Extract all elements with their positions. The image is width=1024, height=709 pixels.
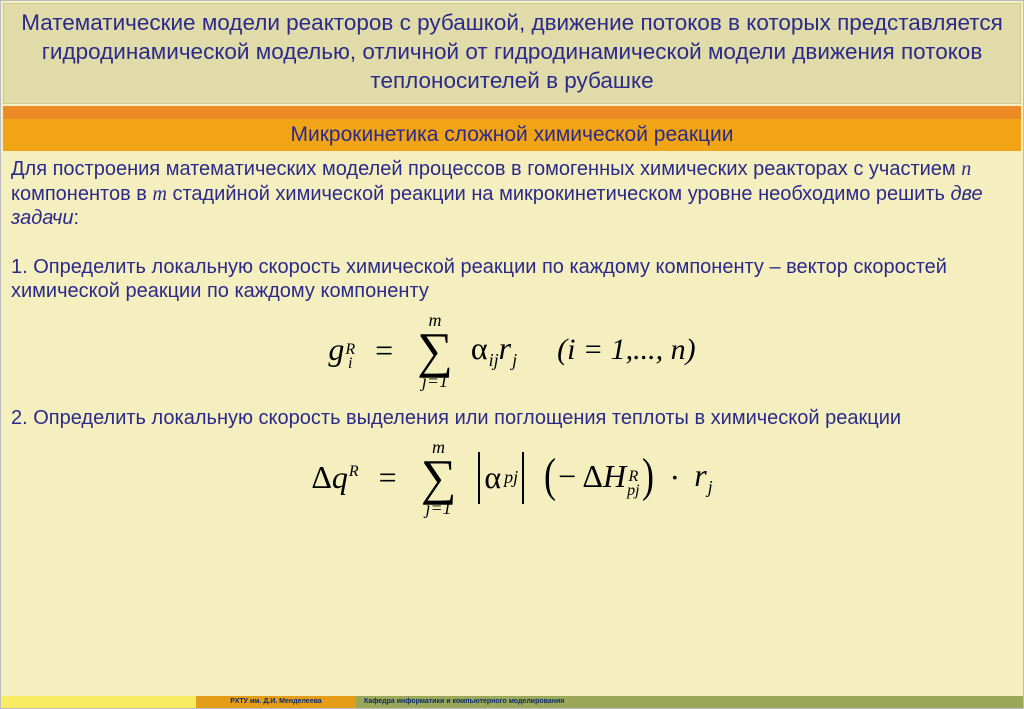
spacer xyxy=(11,239,1013,247)
summation-icon: m ∑ j=1 xyxy=(421,438,457,517)
f2-H-supsub: Rpj xyxy=(627,470,639,499)
intro-text-1: Для построения математических моделей пр… xyxy=(11,158,961,180)
divider-bar xyxy=(3,106,1021,119)
f2-H-sub: pj xyxy=(627,484,639,498)
f2-r: r xyxy=(694,457,706,493)
f1-alpha-sub: ij xyxy=(489,350,499,370)
footer: РХТУ им. Д.И. Менделеева Кафедра информа… xyxy=(1,696,1023,708)
var-m: m xyxy=(152,183,166,205)
f2-H: H xyxy=(603,458,626,494)
f2-q: q xyxy=(332,459,348,495)
footer-org: РХТУ им. Д.И. Менделеева xyxy=(196,696,356,708)
intro-text-3: стадийной химической реакции на микрокин… xyxy=(167,183,951,205)
f2-r-term: rj xyxy=(694,456,712,499)
paren-open-icon: ( xyxy=(544,462,556,491)
intro-text-2: компонентов в xyxy=(11,183,152,205)
f2-alpha: α xyxy=(484,458,501,497)
f1-supsub: Ri xyxy=(345,343,355,372)
f1-term: αijrj xyxy=(471,329,517,372)
f2-delta2: Δ xyxy=(582,458,603,494)
summation-icon: m ∑ j=1 xyxy=(417,311,453,390)
sigma-icon: ∑ xyxy=(417,329,453,372)
slide-subtitle: Микрокинетика сложной химической реакции xyxy=(3,119,1021,151)
f2-q-sup: R xyxy=(349,465,359,479)
footer-dept: Кафедра информатики и компьютерного моде… xyxy=(356,696,1023,708)
f2-alpha-sub: pj xyxy=(504,467,518,489)
f2-delta: Δ xyxy=(311,459,332,495)
footer-yellow xyxy=(1,696,196,708)
intro-colon: : xyxy=(74,207,80,229)
equals-icon: = xyxy=(369,331,399,370)
f2-r-sub: j xyxy=(708,477,713,497)
f2-paren-group: (− ΔHRpj) xyxy=(542,457,655,499)
task-2: 2. Определить локальную скорость выделен… xyxy=(11,406,1013,430)
paren-close-icon: ) xyxy=(642,462,654,491)
f1-r: r xyxy=(499,330,511,366)
f2-dot: · xyxy=(670,458,681,497)
task-1: 1. Определить локальную скорость химичес… xyxy=(11,255,1013,304)
abs-icon: αpj xyxy=(474,452,528,504)
f1-range: (i = 1,..., n) xyxy=(557,332,696,369)
f1-alpha: α xyxy=(471,330,488,366)
intro-paragraph: Для построения математических моделей пр… xyxy=(11,157,1013,230)
f1-sub: i xyxy=(345,357,355,371)
f2-sum-bot: j=1 xyxy=(425,499,451,517)
f1-g: g xyxy=(328,331,344,367)
slide: Математические модели реакторов с рубашк… xyxy=(0,0,1024,709)
f1-lhs: gRi xyxy=(328,330,355,372)
slide-body: Для построения математических моделей пр… xyxy=(1,151,1023,516)
f2-minus: − xyxy=(558,458,576,494)
var-n: n xyxy=(961,158,971,180)
formula-1: gRi = m ∑ j=1 αijrj (i = 1,..., n) xyxy=(11,311,1013,390)
sigma-icon: ∑ xyxy=(421,456,457,499)
equals-icon: = xyxy=(373,458,403,497)
formula-2: ΔqR = m ∑ j=1 αpj (− ΔHRpj) · rj xyxy=(11,438,1013,517)
f1-sum-bot: j=1 xyxy=(422,372,448,390)
slide-title: Математические модели реакторов с рубашк… xyxy=(3,3,1021,104)
f1-r-sub: j xyxy=(512,350,517,370)
f2-lhs: ΔqR xyxy=(311,458,358,497)
